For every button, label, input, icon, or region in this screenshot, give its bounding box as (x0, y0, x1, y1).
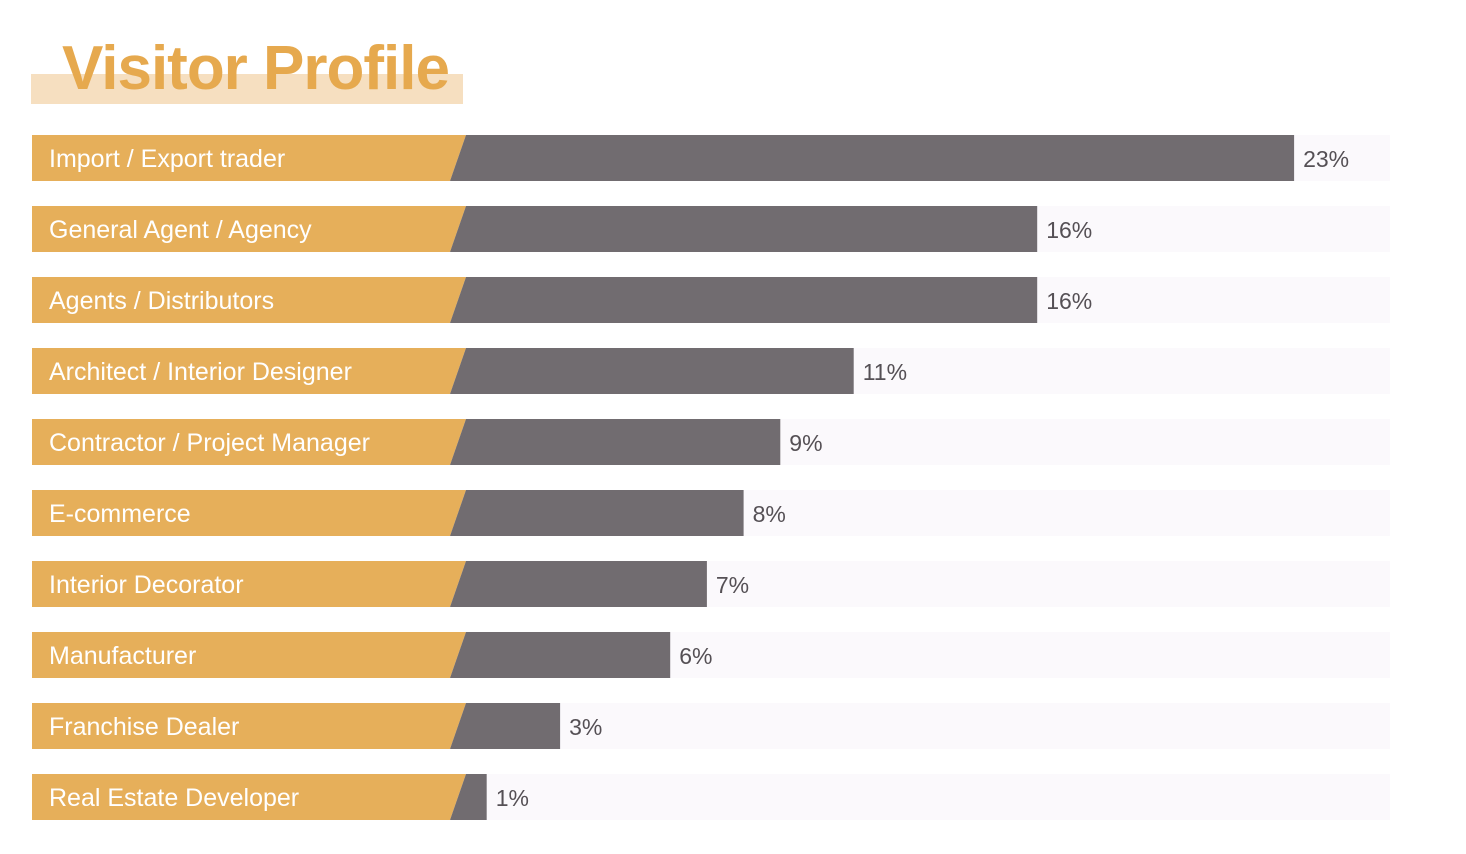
category-label: Manufacturer (49, 642, 196, 670)
category-label: Architect / Interior Designer (49, 358, 352, 386)
category-label-box (32, 632, 466, 678)
value-label: 8% (753, 501, 786, 527)
bar (450, 419, 781, 465)
bar-row: Agents / Distributors 16% (32, 277, 1390, 323)
bar (450, 135, 1295, 181)
title-highlight-band (31, 74, 463, 104)
chart-title: Visitor Profile (62, 34, 450, 103)
bar-row: Contractor / Project Manager 9% (32, 419, 1390, 465)
value-label: 23% (1303, 146, 1349, 172)
category-label: Franchise Dealer (49, 713, 239, 741)
bar-row: E-commerce 8% (32, 490, 1390, 536)
value-label: 3% (569, 714, 602, 740)
value-label: 9% (789, 430, 822, 456)
value-label: 6% (679, 643, 712, 669)
category-label-box (32, 206, 466, 252)
value-label: 16% (1046, 217, 1092, 243)
category-label-box (32, 561, 466, 607)
bar (450, 703, 561, 749)
bar (450, 277, 1038, 323)
category-label-box (32, 277, 466, 323)
value-label: 1% (496, 785, 529, 811)
category-label-box (32, 419, 466, 465)
bar (450, 490, 744, 536)
value-label: 7% (716, 572, 749, 598)
category-label-box (32, 135, 466, 181)
bar (450, 561, 707, 607)
bar (450, 632, 671, 678)
value-label: 11% (863, 359, 907, 385)
value-label: 16% (1046, 288, 1092, 314)
category-label: Real Estate Developer (49, 784, 299, 812)
category-label: Import / Export trader (49, 145, 285, 173)
category-label: Interior Decorator (49, 571, 244, 599)
category-label: General Agent / Agency (49, 216, 312, 244)
bar-row: General Agent / Agency 16% (32, 206, 1390, 252)
bar-row: Manufacturer 6% (32, 632, 1390, 678)
category-label-box (32, 774, 466, 820)
bar-row: Franchise Dealer 3% (32, 703, 1390, 749)
title-block: Visitor Profile (31, 30, 463, 104)
bar-row: Interior Decorator 7% (32, 561, 1390, 607)
category-label: Contractor / Project Manager (49, 429, 370, 457)
bar-row: Import / Export trader 23% (32, 135, 1390, 181)
bar (450, 348, 854, 394)
bar (450, 206, 1038, 252)
category-label-box (32, 490, 466, 536)
bar (450, 774, 487, 820)
bar-row: Real Estate Developer 1% (32, 774, 1390, 820)
category-label: E-commerce (49, 500, 191, 528)
category-label: Agents / Distributors (49, 287, 274, 315)
category-label-box (32, 703, 466, 749)
category-label-box (32, 348, 466, 394)
bar-row: Architect / Interior Designer 11% (32, 348, 1390, 394)
